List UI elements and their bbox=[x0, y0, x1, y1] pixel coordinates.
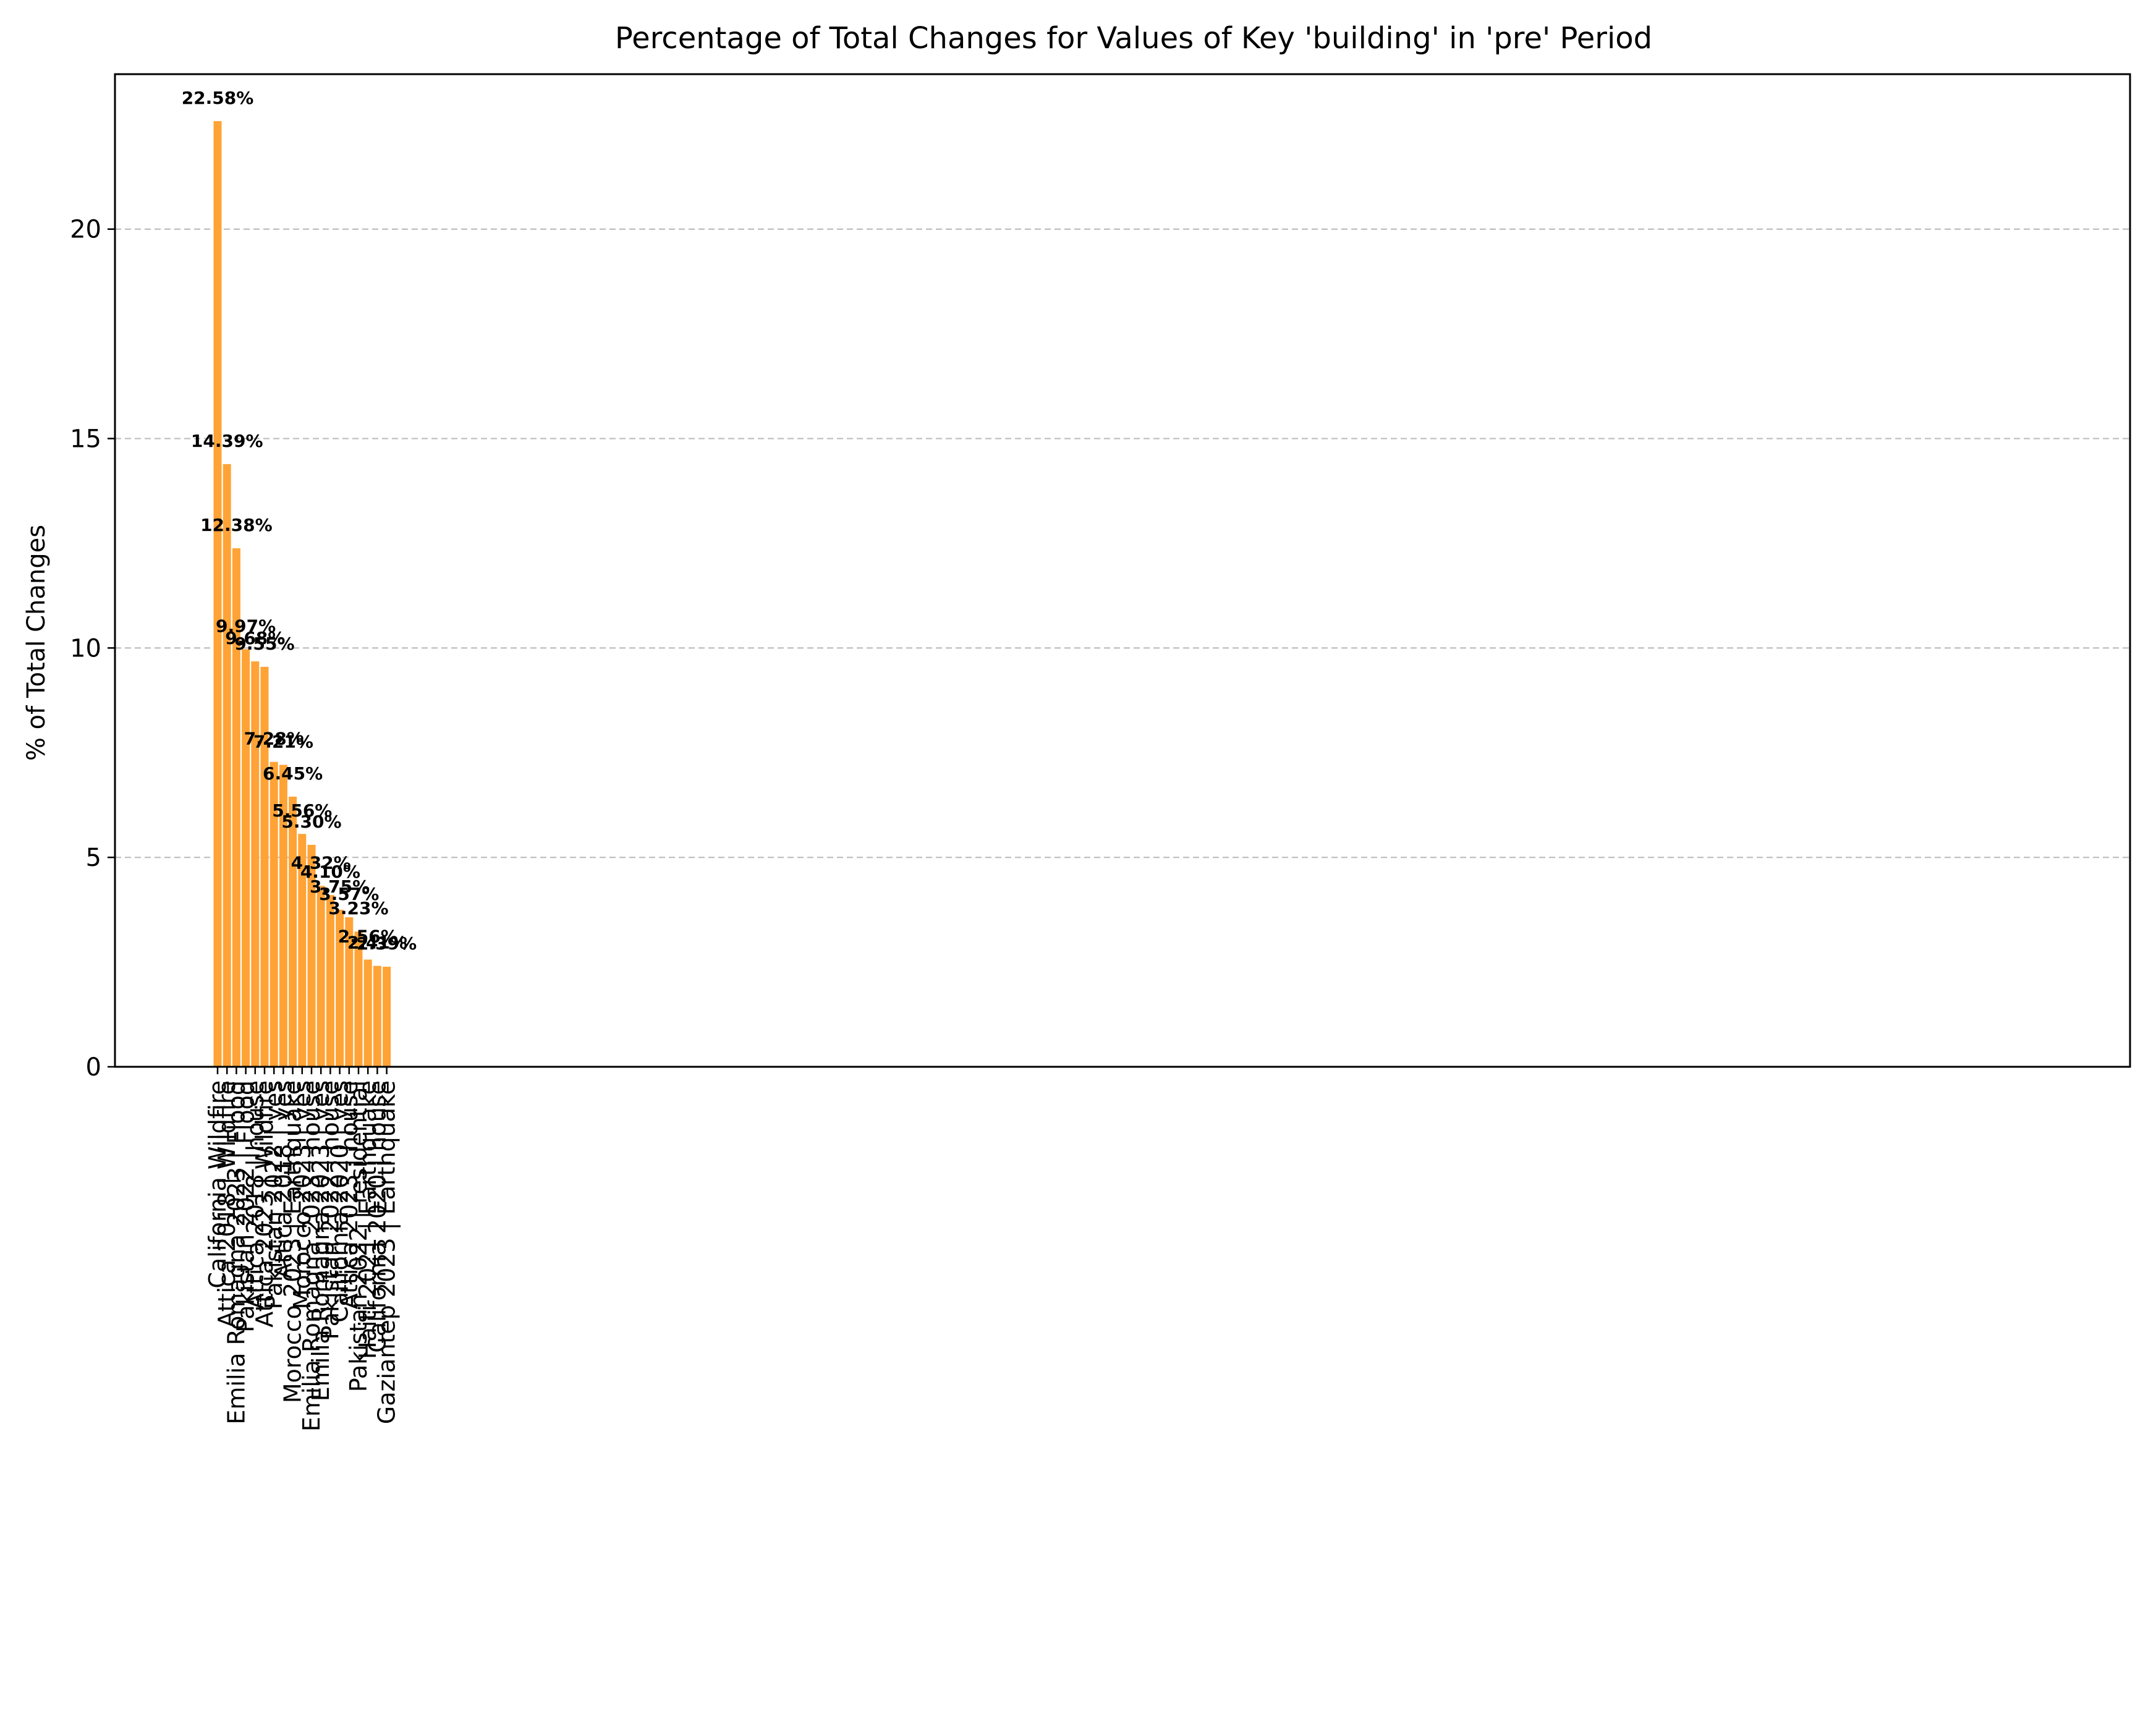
x-tick-label: Attica 2023 | house bbox=[336, 1080, 363, 1309]
x-tick-label: California 2020 | house bbox=[363, 1080, 391, 1353]
x-tick-label: Pakistan 2022 | house bbox=[316, 1080, 344, 1339]
x-tick-label: Attica 2018 | Wildfire bbox=[213, 1080, 241, 1328]
bar bbox=[270, 761, 278, 1067]
y-tick-label: 0 bbox=[86, 1053, 101, 1082]
bar bbox=[289, 796, 297, 1067]
bar bbox=[363, 959, 372, 1067]
bar bbox=[316, 886, 325, 1067]
bar bbox=[279, 765, 287, 1067]
data-label: 9.97% bbox=[216, 616, 276, 636]
x-tick-label: Attica 2018 | yes bbox=[270, 1080, 297, 1279]
bar bbox=[223, 464, 231, 1067]
y-tick-label: 20 bbox=[70, 216, 101, 244]
data-label: 3.57% bbox=[319, 884, 379, 904]
data-label: 9.55% bbox=[234, 634, 294, 654]
x-tick-label: California 2020 | yes bbox=[326, 1080, 354, 1323]
x-tick-label: Morocco 2023 | yes bbox=[289, 1080, 316, 1310]
y-tick-label: 10 bbox=[70, 634, 101, 663]
data-label: 7.21% bbox=[253, 731, 313, 752]
data-label: 12.38% bbox=[200, 515, 273, 535]
data-label: 3.75% bbox=[310, 876, 370, 897]
data-label: 2.39% bbox=[357, 933, 417, 954]
x-tick-label: Pakistan 2022 | Flood bbox=[232, 1080, 260, 1333]
data-labels: 22.58% 14.39% 12.38% 9.97%9.68%9.55% 7.28%7.… bbox=[182, 88, 417, 954]
bar bbox=[242, 649, 250, 1067]
bar bbox=[260, 666, 269, 1067]
y-tick-label: 15 bbox=[70, 425, 101, 454]
data-label: 22.58% bbox=[182, 88, 254, 108]
bars bbox=[213, 121, 391, 1067]
bar bbox=[345, 917, 354, 1067]
data-label: 5.56% bbox=[272, 800, 332, 821]
x-tick-label: California Wildfire bbox=[204, 1080, 231, 1289]
data-label: 6.45% bbox=[263, 763, 323, 784]
bar bbox=[307, 844, 316, 1067]
y-axis-label: % of Total Changes bbox=[22, 525, 51, 761]
x-tick-label: Haiti 2021 | Earthquake bbox=[354, 1080, 382, 1359]
bar bbox=[232, 548, 240, 1067]
data-label: 3.23% bbox=[328, 898, 388, 918]
data-label: 9.68% bbox=[225, 628, 285, 648]
data-label: 4.32% bbox=[291, 852, 351, 873]
y-tick-label: 5 bbox=[86, 844, 101, 872]
data-label: 14.39% bbox=[191, 431, 263, 451]
plot-frame bbox=[114, 73, 2131, 1068]
x-tick-label: Gaziantep 2023 | Earthquake bbox=[373, 1080, 401, 1424]
x-tick-label: Pakistan 2022 | residential bbox=[345, 1080, 373, 1392]
bar bbox=[383, 967, 391, 1067]
x-tick-label: Morocco 2023 | Earthquake bbox=[279, 1080, 307, 1403]
x-tick-label: Pakistan 2022 | yes bbox=[260, 1080, 288, 1310]
x-tick-label: Emilia Romagna 2023 | house bbox=[298, 1080, 326, 1431]
data-label: 7.28% bbox=[244, 729, 304, 749]
x-tick-label: Emilia Romagna 2023 | yes bbox=[307, 1080, 335, 1401]
bar bbox=[251, 661, 260, 1067]
chart-title: Percentage of Total Changes for Values o… bbox=[615, 21, 1652, 56]
bar bbox=[373, 965, 381, 1067]
bar bbox=[354, 931, 363, 1067]
bar bbox=[298, 834, 307, 1067]
gridlines bbox=[115, 228, 2130, 859]
x-tick-label: Emilia Romagna 2023 | Flood bbox=[223, 1080, 250, 1425]
data-label: 5.30% bbox=[281, 812, 341, 832]
data-label: 2.56% bbox=[338, 926, 398, 947]
bar bbox=[213, 121, 222, 1067]
x-tick-label: Attica 2018 | house bbox=[242, 1080, 270, 1309]
x-tick-label: Attica 2023 | Wildfire bbox=[251, 1080, 279, 1328]
bar bbox=[326, 895, 334, 1067]
bar bbox=[336, 909, 344, 1067]
y-axis-ticks: 0 5 10 15 20 bbox=[70, 216, 115, 1082]
data-label: 4.10% bbox=[300, 862, 360, 882]
data-label: 2.41% bbox=[347, 933, 407, 953]
